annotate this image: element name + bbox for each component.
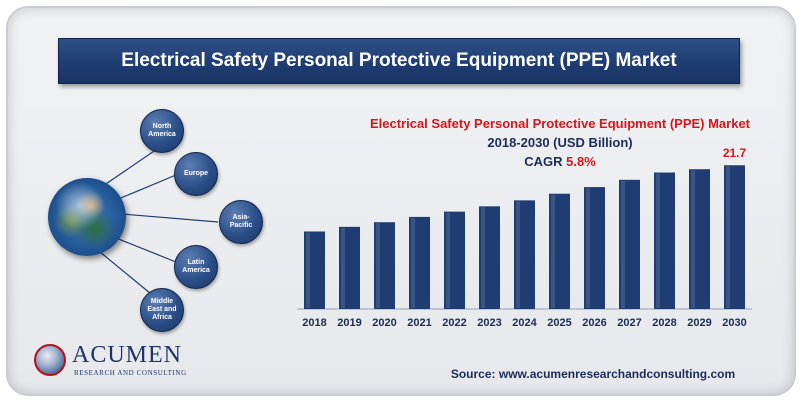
bar-2030 (724, 165, 745, 309)
source-note: Source: www.acumenresearchandconsulting.… (450, 367, 736, 381)
logo-name: ACUMEN (72, 342, 183, 368)
bar-2024 (514, 200, 535, 309)
bar-2020 (374, 222, 395, 309)
bar-highlight-2027 (621, 180, 625, 308)
x-tick-label-2018: 2018 (302, 317, 326, 329)
bar-2026 (584, 187, 605, 309)
bar-highlight-2021 (411, 217, 415, 308)
connector-north-america (99, 146, 161, 189)
region-north-america: North America (140, 109, 184, 153)
bar-highlight-2028 (656, 173, 660, 308)
cagr-value: 5.8% (566, 154, 596, 169)
region-middle-east-africa: Middle East and Africa (140, 288, 184, 332)
bar-2019 (339, 226, 360, 309)
bar-highlight-2024 (516, 201, 520, 308)
globe-icon (48, 178, 126, 256)
bar-2023 (479, 206, 500, 309)
page-title-text: Electrical Safety Personal Protective Eq… (121, 50, 677, 71)
bar-highlight-2025 (551, 194, 555, 308)
x-tick-label-2024: 2024 (512, 317, 537, 329)
x-tick-label-2030: 2030 (722, 317, 746, 329)
connector-europe (115, 174, 177, 201)
bar-2018 (304, 231, 325, 309)
region-asia-pacific: Asia-Pacific (219, 200, 263, 244)
chart-title: Electrical Safety Personal Protective Eq… (369, 116, 751, 131)
region-europe: Europe (174, 152, 218, 196)
bar-highlight-2023 (481, 207, 485, 308)
logo-tagline: RESEARCH AND CONSULTING (74, 369, 187, 377)
x-tick-label-2028: 2028 (652, 317, 676, 329)
acumen-logo: ACUMEN RESEARCH AND CONSULTING (34, 342, 194, 382)
page-title: Electrical Safety Personal Protective Eq… (58, 38, 740, 84)
region-latin-america: Latin America (174, 245, 218, 289)
x-tick-label-2019: 2019 (337, 317, 361, 329)
x-tick-label-2026: 2026 (582, 317, 606, 329)
bar-highlight-2029 (691, 170, 695, 308)
chart-period: 2018-2030 (USD Billion) (487, 135, 633, 150)
connector-latin-america (115, 237, 177, 263)
bar-2025 (549, 193, 570, 309)
bar-2029 (689, 169, 710, 309)
x-tick-label-2021: 2021 (407, 317, 431, 329)
cagr-label: CAGR (524, 154, 563, 169)
bar-2027 (619, 179, 640, 309)
x-tick-label-2022: 2022 (442, 317, 466, 329)
bar-2028 (654, 172, 675, 309)
bar-highlight-2030 (726, 166, 730, 308)
bar-highlight-2026 (586, 188, 590, 308)
bar-2022 (444, 211, 465, 309)
bar-highlight-2022 (446, 212, 450, 308)
x-tick-label-2023: 2023 (477, 317, 501, 329)
bar-highlight-2020 (376, 223, 380, 308)
bar-highlight-2019 (341, 227, 345, 308)
connector-asia-pacific (121, 213, 219, 223)
chart-cagr: CAGR 5.8% (330, 154, 790, 169)
connector-middle-east-africa (99, 251, 157, 299)
bar-highlight-2018 (306, 232, 310, 308)
logo-emblem-icon (34, 344, 66, 376)
bar-2021 (409, 216, 430, 309)
x-tick-label-2027: 2027 (617, 317, 641, 329)
x-tick-label-2025: 2025 (547, 317, 571, 329)
data-label-2030: 21.7 (723, 146, 747, 160)
x-tick-label-2029: 2029 (687, 317, 711, 329)
x-tick-label-2020: 2020 (372, 317, 396, 329)
